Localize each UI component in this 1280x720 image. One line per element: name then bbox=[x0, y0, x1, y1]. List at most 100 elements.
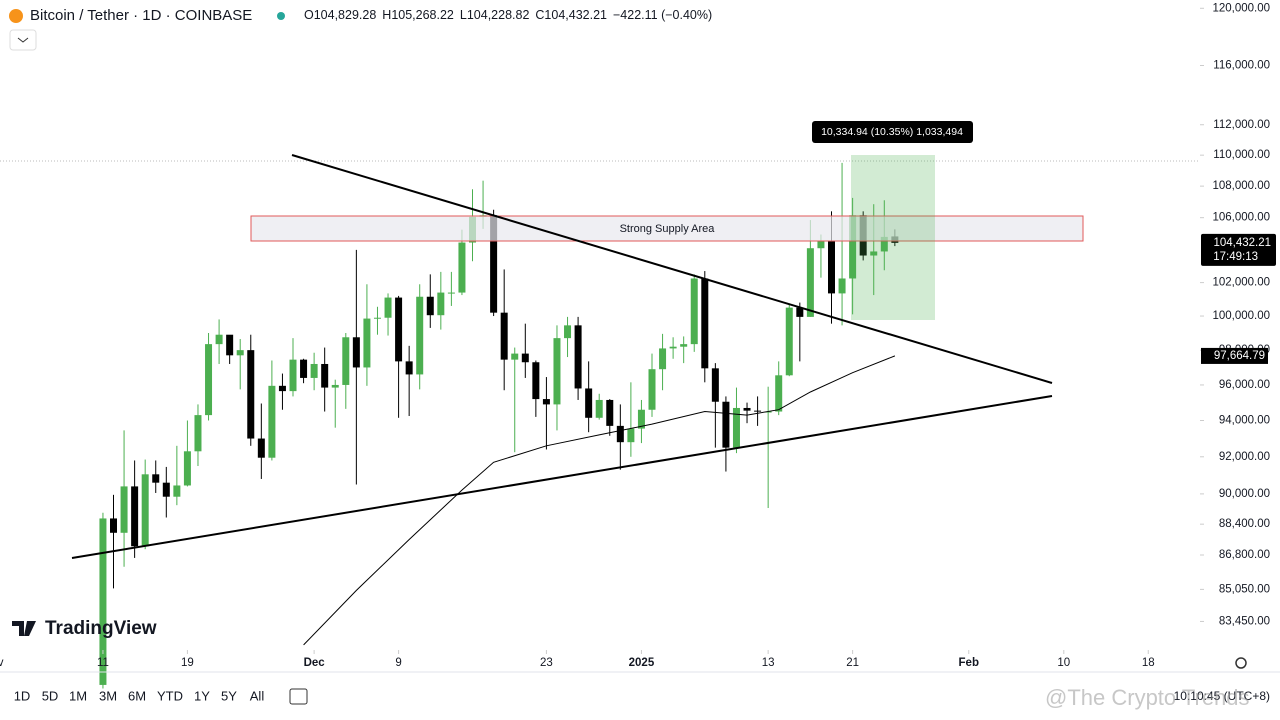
x-tick-label: 21 bbox=[846, 657, 859, 669]
logo-mark bbox=[12, 621, 36, 636]
candle-body bbox=[648, 369, 656, 410]
candle-body bbox=[99, 518, 107, 685]
range-button[interactable]: 6M bbox=[128, 688, 146, 703]
candle-body bbox=[205, 344, 213, 416]
candle-body bbox=[690, 278, 698, 345]
x-tick-label: 11 bbox=[97, 657, 109, 669]
candle-body bbox=[722, 401, 730, 448]
candle-body bbox=[268, 385, 276, 458]
candle-body bbox=[384, 297, 392, 318]
candle-body bbox=[511, 353, 519, 360]
y-tick-label: 112,000.00 bbox=[1213, 119, 1270, 131]
candle-body bbox=[173, 485, 181, 497]
candle-body bbox=[806, 248, 814, 317]
y-tick-label: 120,000.00 bbox=[1212, 2, 1270, 14]
candle-body bbox=[585, 388, 593, 418]
candle-body bbox=[437, 292, 445, 316]
candle-body bbox=[701, 278, 709, 369]
chevron bbox=[17, 37, 29, 43]
candle-body bbox=[521, 353, 529, 363]
candle-body bbox=[215, 334, 223, 345]
candle-body bbox=[162, 482, 170, 497]
range-button[interactable]: 3M bbox=[99, 688, 117, 703]
range-button[interactable]: 5D bbox=[42, 688, 59, 703]
x-tick-label: 9 bbox=[395, 657, 401, 669]
measure-tag bbox=[812, 121, 973, 143]
y-tick-label: 88,400.00 bbox=[1219, 518, 1270, 530]
price-tag-label: 104,432.21 bbox=[1213, 237, 1271, 249]
x-tick-label: ov bbox=[0, 657, 4, 669]
measure-box bbox=[851, 155, 935, 320]
settings-icon[interactable] bbox=[1235, 657, 1247, 669]
countdown: 17:49:13 bbox=[1213, 251, 1258, 263]
candle-body bbox=[669, 346, 677, 349]
candle-body bbox=[352, 337, 360, 368]
x-tick-label: Feb bbox=[959, 657, 979, 669]
candle-body bbox=[574, 325, 582, 389]
collapse-button[interactable] bbox=[9, 29, 37, 51]
y-tick-label: 116,000.00 bbox=[1213, 60, 1270, 72]
candle-body bbox=[321, 363, 329, 388]
candle-body bbox=[257, 438, 265, 458]
x-tick-label: 10 bbox=[1057, 657, 1070, 669]
candle-body bbox=[152, 474, 160, 483]
candle-body bbox=[606, 399, 614, 426]
candle-body bbox=[447, 292, 455, 294]
candle-body bbox=[131, 486, 139, 547]
candle-body bbox=[458, 242, 466, 293]
x-tick-label: 13 bbox=[762, 657, 775, 669]
candle-body bbox=[194, 415, 202, 452]
range-button[interactable]: All bbox=[250, 688, 265, 703]
ohlc-item: O104,829.28 bbox=[304, 8, 376, 22]
candle-body bbox=[141, 474, 149, 547]
y-tick-label: 102,000.00 bbox=[1212, 277, 1270, 289]
candle-body bbox=[373, 317, 381, 319]
candle-body bbox=[395, 297, 403, 362]
candle-body bbox=[490, 215, 498, 313]
candle-body bbox=[416, 296, 424, 375]
candle-body bbox=[785, 307, 793, 376]
measure-label: 10,334.94 (10.35%) 1,033,494 bbox=[821, 126, 963, 138]
candle-body bbox=[405, 361, 413, 375]
candle-body bbox=[542, 399, 550, 405]
candle-body bbox=[426, 296, 434, 316]
candle-body bbox=[870, 251, 878, 256]
symbol-icon bbox=[9, 9, 23, 23]
y-tick-label: 85,050.00 bbox=[1219, 583, 1270, 595]
candle-body bbox=[817, 240, 825, 249]
candle-body bbox=[838, 278, 846, 294]
candle-body bbox=[564, 325, 572, 339]
y-tick-label: 90,000.00 bbox=[1219, 488, 1270, 500]
y-tick-label: 92,000.00 bbox=[1219, 451, 1270, 463]
range-button[interactable]: 1D bbox=[14, 688, 31, 703]
logo: TradingView bbox=[45, 618, 157, 639]
range-button[interactable]: 1M bbox=[69, 688, 87, 703]
trendline bbox=[291, 154, 1053, 384]
candle-body bbox=[532, 362, 540, 400]
x-tick-label: 19 bbox=[181, 657, 194, 669]
y-tick-label: 83,450.00 bbox=[1219, 615, 1270, 627]
supply-box bbox=[250, 215, 1084, 242]
y-tick-label: 108,000.00 bbox=[1212, 180, 1270, 192]
x-tick-label: Dec bbox=[304, 657, 326, 669]
y-tick-label: 110,000.00 bbox=[1213, 149, 1270, 161]
range-button[interactable]: YTD bbox=[157, 688, 183, 703]
supply-label: Strong Supply Area bbox=[620, 223, 716, 235]
range-button[interactable]: 5Y bbox=[221, 688, 237, 703]
symbol[interactable]: Bitcoin / Tether · 1D · COINBASE bbox=[30, 7, 252, 24]
candle-body bbox=[732, 407, 740, 448]
candle-body bbox=[500, 312, 508, 360]
candle-body bbox=[342, 337, 350, 385]
price-tag bbox=[1201, 233, 1276, 266]
candle-body bbox=[310, 363, 318, 378]
candle-body bbox=[120, 486, 128, 533]
y-tick-label: 100,000.00 bbox=[1212, 310, 1270, 322]
x-tick-label: 2025 bbox=[629, 657, 655, 669]
candle-body bbox=[183, 451, 191, 486]
ohlc-item: L104,228.82 bbox=[460, 8, 530, 22]
candle-body bbox=[754, 410, 762, 412]
range-button[interactable]: 1Y bbox=[194, 688, 210, 703]
calendar-icon[interactable] bbox=[289, 688, 308, 705]
